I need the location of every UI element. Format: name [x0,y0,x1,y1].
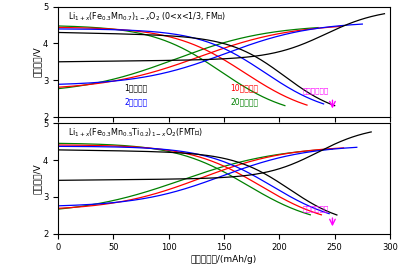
Text: 1サイクル: 1サイクル [124,84,148,93]
Y-axis label: 電池電圧/V: 電池電圧/V [32,163,42,194]
Text: Li$_{1+x}$(Fe$_{0.3}$Mn$_{0.7}$)$_{1-x}$O$_2$ (0<x<1/3, FM系): Li$_{1+x}$(Fe$_{0.3}$Mn$_{0.7}$)$_{1-x}$… [68,10,226,23]
Text: Li$_{1+x}$(Fe$_{0.3}$Mn$_{0.5}$Ti$_{0.2}$)$_{1-x}$O$_2$(FMT系): Li$_{1+x}$(Fe$_{0.3}$Mn$_{0.5}$Ti$_{0.2}… [68,127,203,139]
Text: 既存正機の値: 既存正機の値 [303,205,329,211]
X-axis label: 充放電容量/(mAh/g): 充放電容量/(mAh/g) [191,255,257,264]
Text: 20サイクル: 20サイクル [231,97,259,106]
Text: 2サイクル: 2サイクル [124,97,148,106]
Text: 既存正機の値: 既存正機の値 [303,87,329,94]
Text: 10サイクル: 10サイクル [231,84,259,93]
Y-axis label: 電池電圧/V: 電池電圧/V [32,46,42,77]
